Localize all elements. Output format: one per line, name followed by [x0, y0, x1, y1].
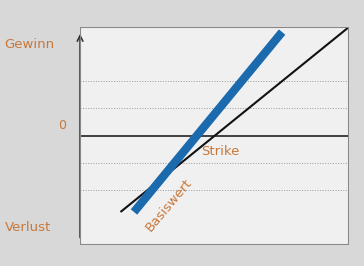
Text: Strike: Strike — [201, 146, 240, 159]
Bar — [80, 27, 349, 245]
Text: 0: 0 — [59, 119, 67, 132]
Text: Basiswert: Basiswert — [143, 176, 195, 234]
Text: Verlust: Verlust — [5, 221, 51, 234]
Text: Gewinn: Gewinn — [5, 38, 55, 51]
